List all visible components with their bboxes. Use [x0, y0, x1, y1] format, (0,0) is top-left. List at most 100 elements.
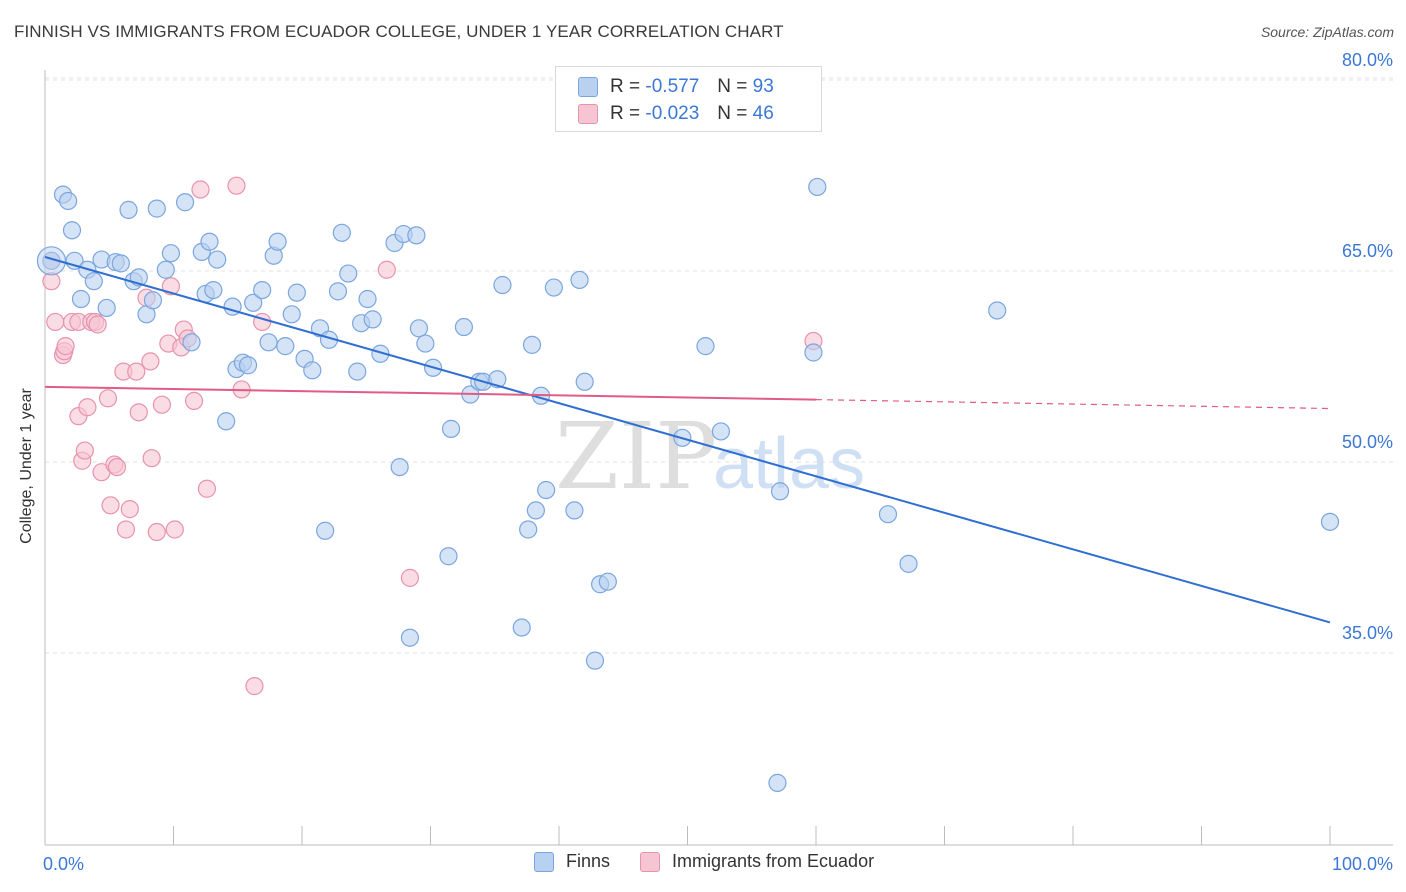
ecuador-point [75, 441, 94, 460]
ecuador-swatch [578, 104, 598, 124]
finn-point [316, 521, 335, 540]
finn-point [519, 520, 538, 539]
ecuador-point [129, 403, 148, 422]
x-tick-label-max: 100.0% [1332, 854, 1393, 874]
finns-r-value: -0.577 [645, 76, 700, 97]
ecuador-point [46, 312, 65, 332]
legend-item-ecuador: Immigrants from Ecuador [640, 851, 874, 872]
ecuador-r-value: -0.023 [645, 103, 700, 124]
ecuador-n-label: N = [717, 103, 748, 124]
ecuador-point [107, 457, 127, 477]
ecuador-point [245, 677, 264, 696]
legend-row-ecuador: R = -0.023 N = 46 [578, 102, 774, 126]
y-tick-label: 35.0% [1342, 623, 1393, 643]
ecuador-point [88, 315, 107, 334]
finn-point [711, 422, 731, 441]
ecuador-point [161, 277, 181, 296]
finn-point [182, 333, 201, 352]
ecuador-point [253, 312, 272, 332]
finn-point [585, 651, 605, 670]
ecuador-trend-line [44, 385, 817, 401]
finn-point [204, 281, 223, 300]
y-tick-label: 50.0% [1342, 432, 1393, 452]
finns-n-label: N = [717, 76, 748, 97]
series-legend: Finns Immigrants from Ecuador [534, 851, 904, 872]
finn-point [770, 482, 790, 501]
ecuador-trend-line-extension [815, 399, 1331, 410]
finn-point [348, 362, 367, 381]
finn-point [217, 412, 236, 431]
ecuador-point [120, 500, 139, 519]
finn-point [1320, 512, 1340, 531]
finn-point [400, 628, 420, 647]
finn-point [97, 298, 116, 318]
finn-point [268, 232, 287, 251]
finn-point [111, 254, 130, 273]
watermark-zip: ZIP [555, 403, 717, 510]
finn-point [238, 356, 258, 375]
ecuador-point [152, 395, 172, 414]
finn-point [303, 361, 322, 380]
finn-point [493, 275, 512, 295]
finn-point [407, 226, 426, 245]
finn-point [522, 335, 542, 354]
legend-item-finns: Finns [534, 851, 610, 872]
ecuador-point [227, 176, 246, 195]
ecuador-point [147, 522, 166, 542]
finn-point [119, 200, 138, 219]
finn-point [988, 301, 1007, 320]
correlation-legend: R = -0.577 N = 93 R = -0.023 N = 46 [555, 66, 822, 132]
finn-point [156, 260, 175, 279]
ecuador-point [184, 391, 204, 410]
x-tick-labels: 0.0% 100.0% [43, 854, 1393, 874]
ecuador-point [142, 449, 161, 468]
ecuador-point [191, 180, 210, 199]
finns-r-label: R = [610, 76, 641, 97]
finn-point [363, 310, 382, 329]
finn-point [808, 177, 827, 197]
finn-point-large [36, 246, 67, 276]
finn-point [441, 419, 461, 438]
source-credit: Source: ZipAtlas.com [1260, 24, 1394, 40]
finn-point [598, 572, 617, 591]
ecuador-point [98, 389, 118, 408]
finn-point [537, 480, 556, 500]
trend-lines [44, 256, 1331, 624]
finn-point [259, 333, 278, 352]
finn-point [208, 250, 227, 269]
finn-point [454, 317, 474, 337]
finn-point [512, 618, 531, 637]
finn-point [768, 773, 787, 792]
finn-point [544, 278, 563, 297]
ecuador-point [141, 352, 160, 371]
ecuador-legend-label: Immigrants from Ecuador [672, 851, 875, 871]
axes [44, 70, 1393, 846]
finn-point [287, 283, 306, 302]
ecuador-point [116, 520, 136, 539]
y-tick-label: 65.0% [1342, 241, 1393, 261]
finn-point [416, 334, 435, 353]
finn-point [526, 501, 545, 520]
finn-point [143, 291, 163, 310]
finn-point [899, 554, 918, 573]
finn-point [200, 232, 219, 251]
finn-point [409, 319, 429, 338]
ecuador-n-value: 46 [752, 103, 774, 124]
finn-point [276, 337, 295, 356]
finn-point [332, 223, 351, 242]
legend-row-finns: R = -0.577 N = 93 [578, 75, 774, 99]
finn-point [339, 264, 358, 283]
finn-point [59, 191, 78, 211]
finn-point [878, 505, 898, 524]
y-tick-labels: 35.0% 50.0% 65.0% 80.0% [1342, 50, 1393, 643]
ecuador-point [197, 479, 217, 498]
finn-point [328, 282, 348, 301]
finns-swatch [578, 77, 598, 97]
finn-point [439, 547, 458, 566]
ecuador-legend-swatch [640, 851, 661, 872]
finn-point [575, 372, 594, 391]
finn-point [804, 343, 823, 362]
finn-point [71, 289, 91, 309]
y-tick-label: 80.0% [1342, 50, 1393, 70]
finn-point [253, 281, 272, 300]
